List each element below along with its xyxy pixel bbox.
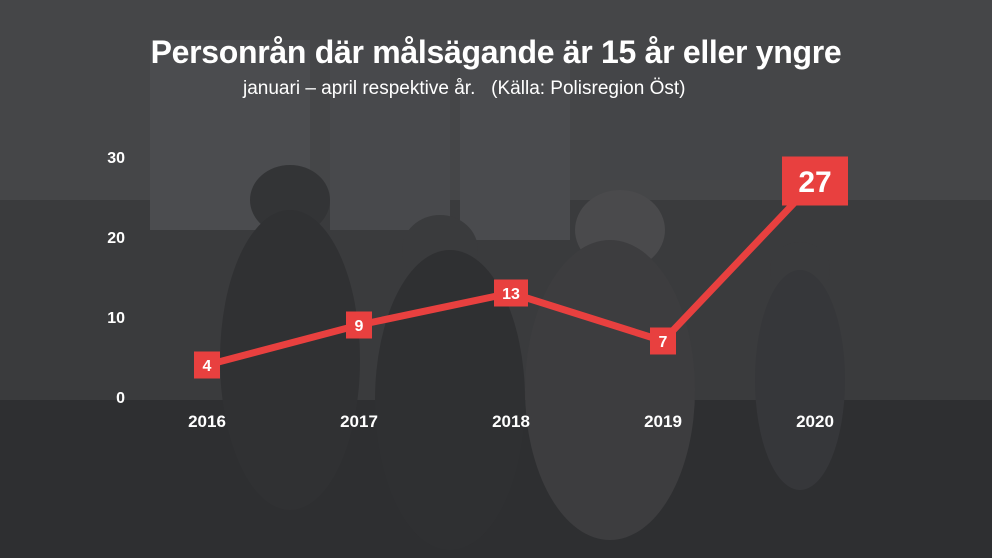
x-tick-label: 2020 [796, 412, 834, 431]
y-tick-label: 30 [107, 150, 125, 167]
data-point-marker [346, 311, 372, 339]
y-tick-label: 20 [107, 230, 125, 247]
x-tick-label: 2019 [644, 412, 682, 431]
data-label: 4 [203, 358, 212, 375]
data-point-marker [782, 156, 848, 206]
data-point-marker [494, 279, 528, 307]
chart-subtitle: januari – april respektive år. (Källa: P… [243, 78, 686, 99]
x-tick-label: 2016 [188, 412, 226, 431]
data-point-marker [194, 351, 220, 379]
data-point-marker [650, 327, 676, 355]
chart-title: Personrån där målsägande är 15 år eller … [150, 34, 842, 70]
data-label: 27 [798, 166, 831, 199]
data-label: 9 [355, 318, 364, 335]
data-label: 13 [502, 286, 520, 303]
y-tick-label: 10 [107, 310, 125, 327]
y-tick-label: 0 [116, 390, 125, 407]
data-label: 7 [659, 334, 668, 351]
series-line [206, 178, 818, 369]
x-tick-label: 2018 [492, 412, 530, 431]
x-tick-label: 2017 [340, 412, 378, 431]
